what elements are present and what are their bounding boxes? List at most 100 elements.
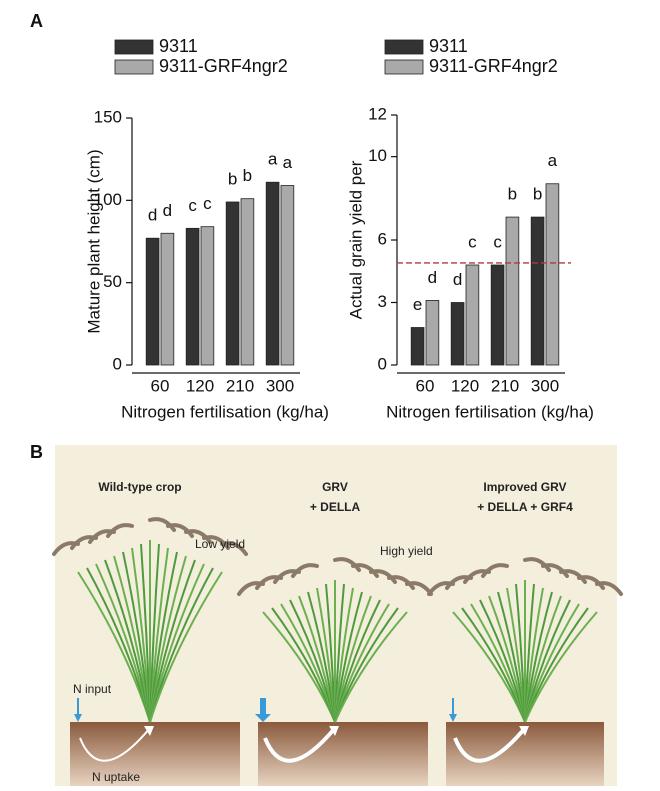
input-arrowhead — [74, 714, 82, 722]
illustration-title: + DELLA — [310, 500, 361, 514]
y-tick-label: 50 — [103, 272, 122, 291]
significance-label: b — [533, 185, 542, 204]
uptake-arrow — [263, 726, 337, 763]
x-axis-label: Nitrogen fertilisation (kg/ha) — [121, 402, 329, 421]
y-axis-label: Actual grain yield per — [346, 160, 365, 319]
panicle — [387, 575, 415, 590]
panicle — [333, 557, 361, 572]
panicle — [351, 563, 379, 578]
x-tick-label: 300 — [531, 376, 559, 395]
significance-label: c — [188, 196, 197, 215]
panel-label: B — [30, 442, 43, 462]
panicle — [291, 563, 319, 578]
bar — [200, 226, 215, 366]
legend-label: 9311-GRF4ngr2 — [159, 56, 288, 76]
bar — [490, 264, 505, 366]
panicle — [595, 581, 623, 596]
legend-swatch — [384, 59, 424, 75]
y-tick-label: 3 — [378, 292, 387, 311]
panicle — [523, 557, 551, 572]
bar — [240, 198, 255, 366]
illustration-title: + DELLA + GRF4 — [477, 500, 573, 514]
x-tick-label: 120 — [451, 376, 479, 395]
input-arrowhead — [449, 714, 457, 722]
legend-swatch — [384, 39, 424, 55]
uptake-arrow — [453, 726, 527, 763]
x-tick-label: 210 — [226, 376, 254, 395]
uptake-arrowhead — [519, 726, 529, 736]
legend-swatch — [114, 59, 154, 75]
bar — [225, 201, 240, 366]
leaf — [524, 611, 598, 723]
significance-label: d — [453, 270, 462, 289]
bar — [505, 216, 520, 366]
significance-label: a — [548, 151, 558, 170]
leaf — [149, 571, 223, 723]
bar — [145, 237, 160, 366]
x-tick-label: 300 — [266, 376, 294, 395]
panicle — [559, 569, 587, 584]
bar — [185, 227, 200, 366]
panicle — [481, 563, 509, 578]
significance-label: c — [468, 232, 477, 251]
significance-label: c — [493, 232, 502, 251]
plants — [52, 517, 623, 763]
panicle — [541, 563, 569, 578]
n-input-label: N input — [73, 682, 112, 696]
bar — [530, 216, 545, 366]
panel-label: A — [30, 11, 43, 31]
illustration-title: Improved GRV — [483, 480, 566, 494]
panicle — [220, 541, 248, 556]
bar — [425, 300, 440, 366]
y-tick-label: 150 — [94, 107, 122, 126]
bar — [160, 232, 175, 366]
x-tick-label: 60 — [151, 376, 170, 395]
x-tick-label: 210 — [491, 376, 519, 395]
x-tick-label: 120 — [186, 376, 214, 395]
bar — [265, 181, 280, 366]
significance-label: b — [243, 166, 252, 185]
bar — [450, 302, 465, 366]
legend-label: 9311 — [159, 36, 198, 56]
x-axis-label: Nitrogen fertilisation (kg/ha) — [386, 402, 594, 421]
significance-label: b — [228, 169, 237, 188]
panicle — [202, 535, 230, 550]
significance-label: d — [428, 268, 437, 287]
n-uptake-label: N uptake — [92, 770, 140, 784]
y-tick-label: 12 — [368, 104, 387, 123]
x-tick-label: 60 — [416, 376, 435, 395]
legend-label: 9311 — [429, 36, 468, 56]
y-axis-label: Mature plant height (cm) — [84, 149, 103, 333]
significance-label: d — [163, 201, 172, 220]
leaf — [334, 611, 408, 723]
bar — [280, 185, 295, 366]
y-tick-label: 10 — [368, 146, 387, 165]
y-tick-label: 6 — [378, 229, 387, 248]
significance-label: c — [203, 194, 212, 213]
significance-label: b — [508, 185, 517, 204]
significance-label: d — [148, 206, 157, 225]
yield-label: High yield — [380, 544, 433, 558]
y-tick-label: 0 — [113, 354, 122, 373]
uptake-arrow — [79, 727, 151, 762]
panicle — [577, 575, 605, 590]
significance-label: e — [413, 295, 422, 314]
panicle — [369, 569, 397, 584]
bar — [465, 264, 480, 366]
input-arrowhead — [255, 714, 271, 722]
panicle — [106, 523, 134, 538]
legend-swatch — [114, 39, 154, 55]
uptake-arrowhead — [144, 726, 154, 736]
panicle — [148, 517, 176, 532]
y-tick-label: 0 — [378, 354, 387, 373]
significance-label: a — [283, 153, 293, 172]
bar — [410, 327, 425, 366]
panicle — [166, 523, 194, 538]
uptake-arrowhead — [329, 726, 339, 736]
yield-label: Low yield — [195, 537, 245, 551]
panicle — [184, 529, 212, 544]
illustration-title: GRV — [322, 480, 348, 494]
illustration-title: Wild-type crop — [98, 480, 181, 494]
significance-label: a — [268, 150, 278, 169]
